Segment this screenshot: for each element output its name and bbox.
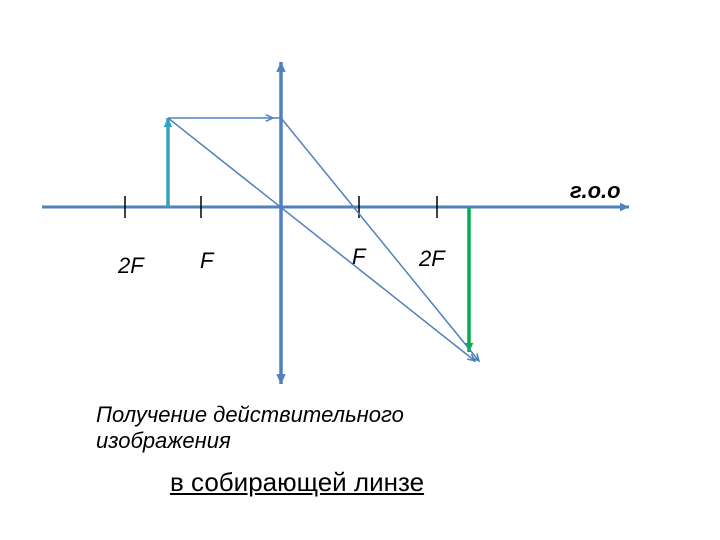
caption-line-1: Получение действительного изображения — [96, 402, 426, 454]
caption-line-2: в собирающей линзе — [170, 467, 424, 498]
focal-point-label: F — [200, 248, 213, 274]
optical-axis-label: г.о.о — [570, 178, 621, 204]
optics-diagram — [0, 0, 720, 540]
focal-point-label: 2F — [118, 253, 144, 279]
focal-point-label: F — [352, 244, 365, 270]
focal-point-label: 2F — [419, 246, 445, 272]
